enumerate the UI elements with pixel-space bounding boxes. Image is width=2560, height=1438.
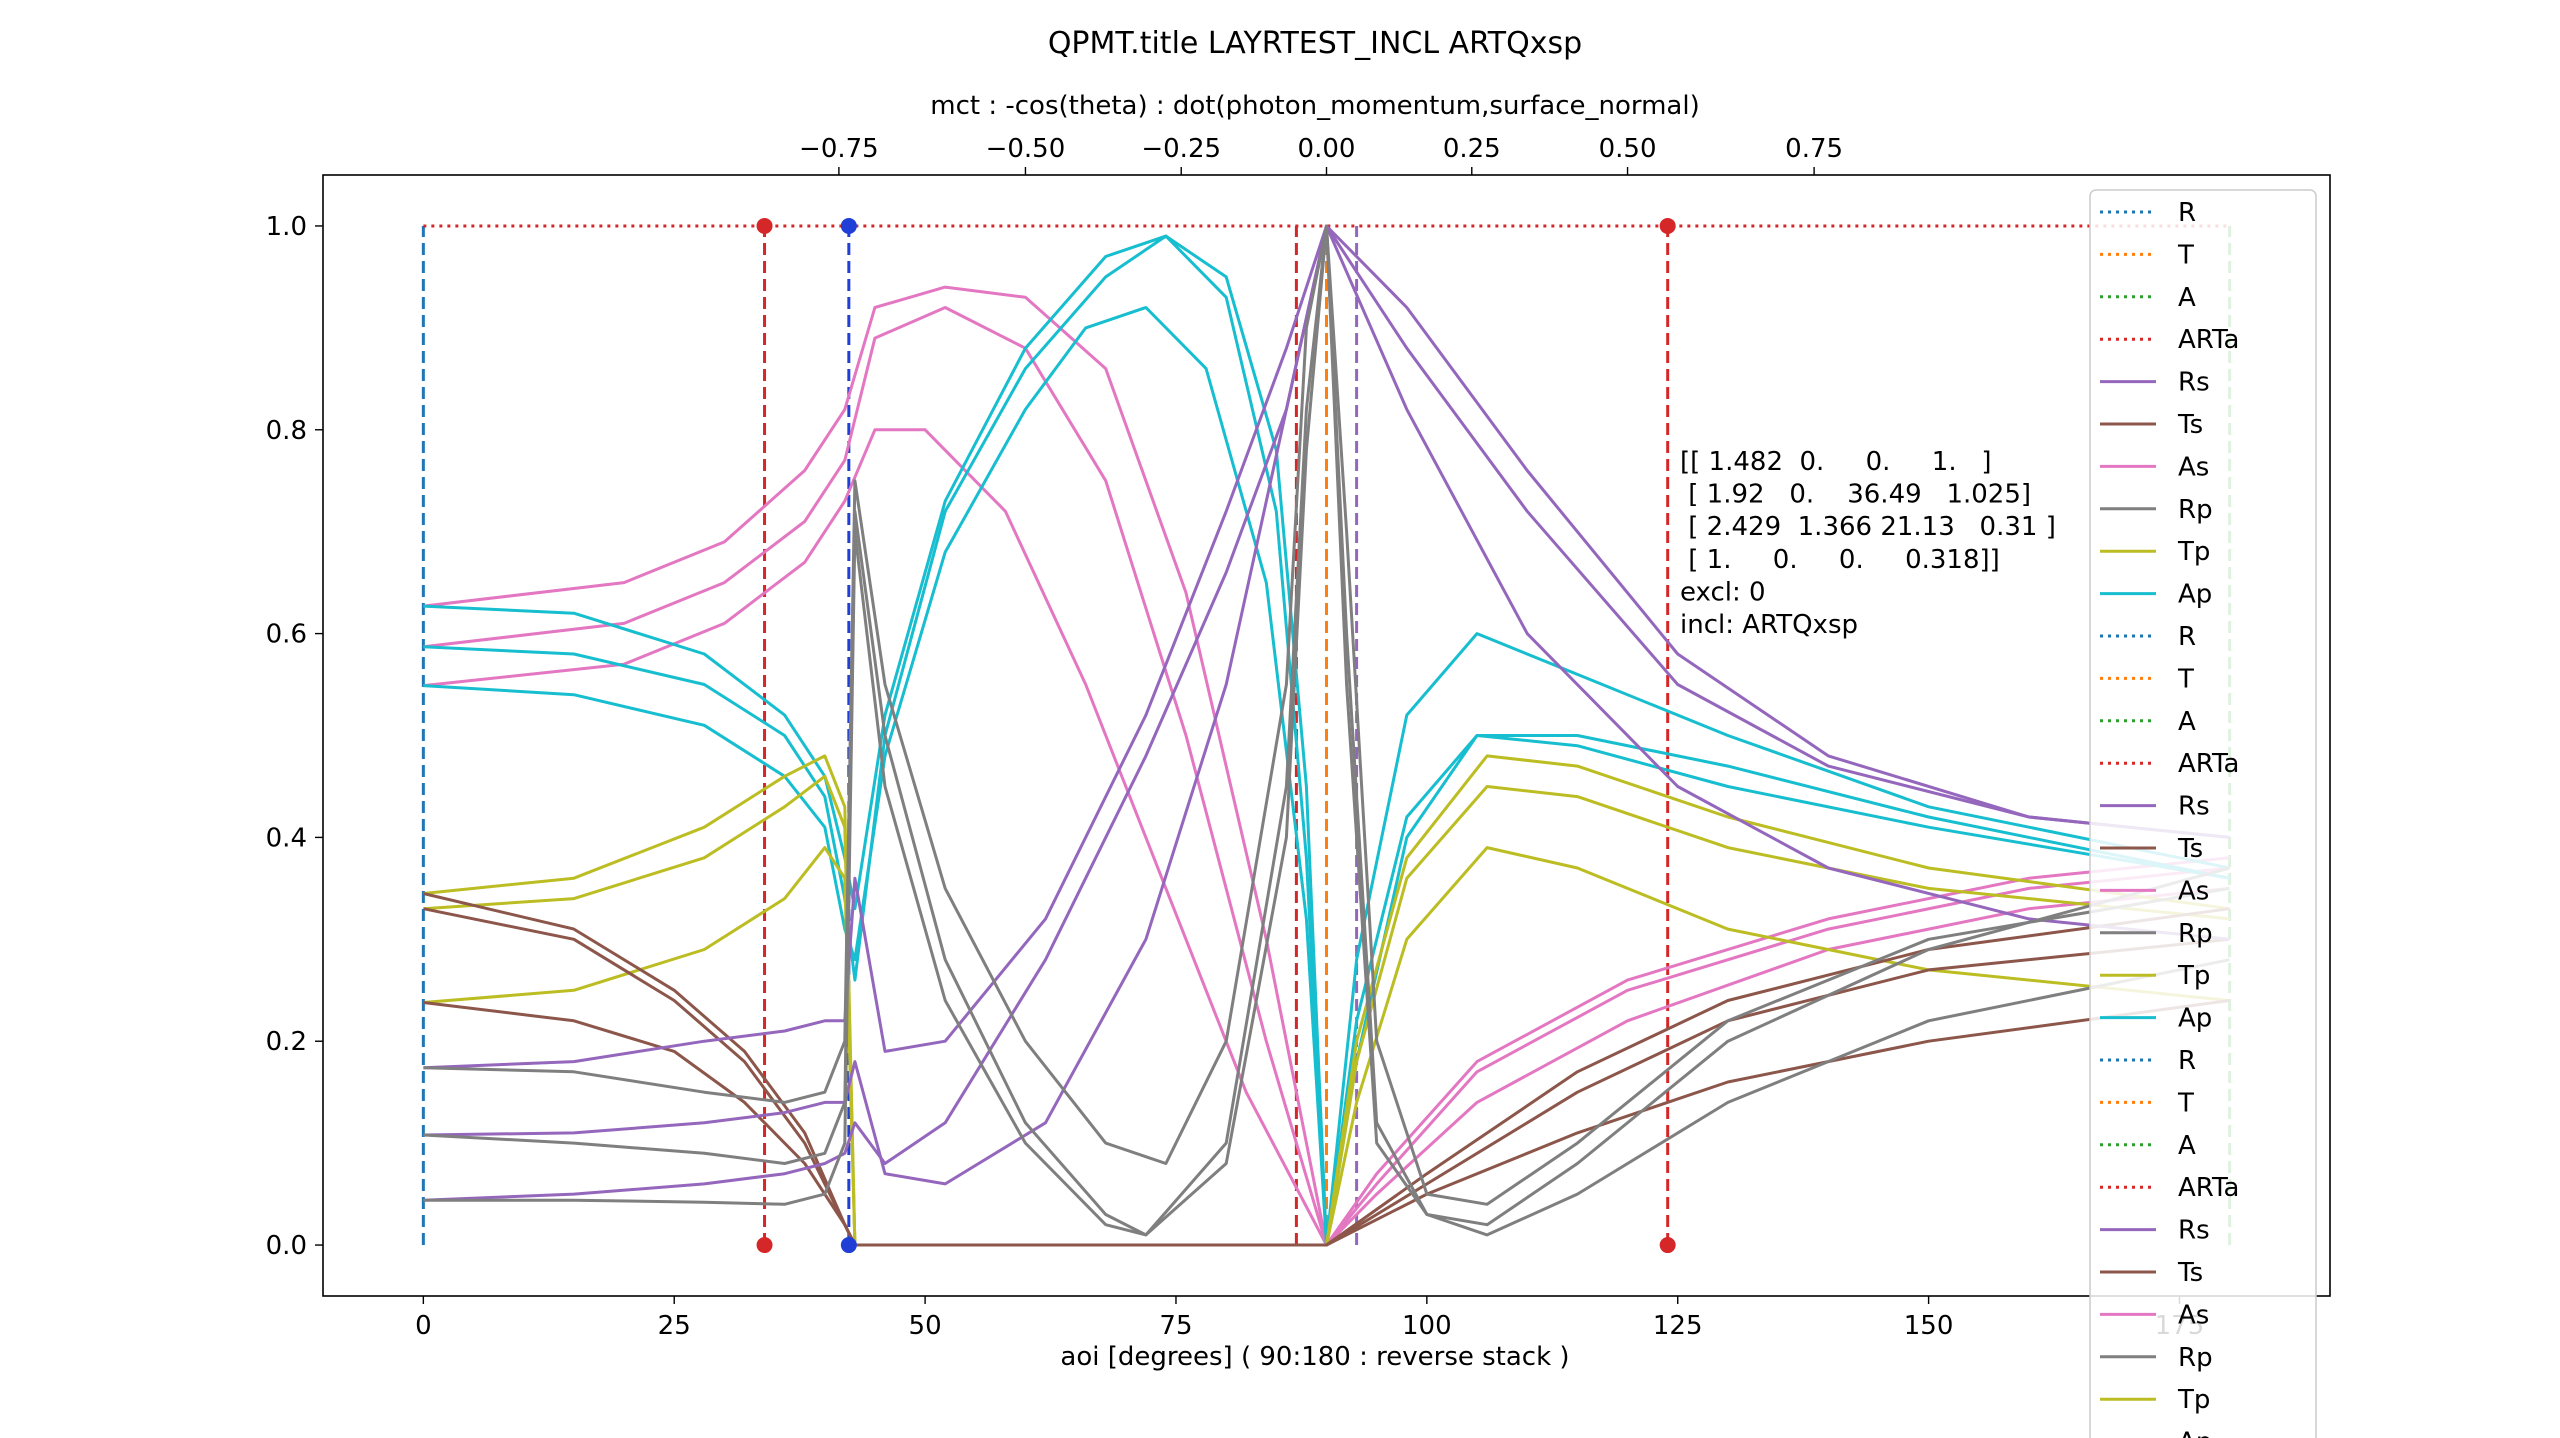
series-group — [421, 224, 2232, 1247]
x-tick-label: 25 — [658, 1311, 691, 1341]
annotation-line: [ 1.92 0. 36.49 1.025] — [1680, 480, 2031, 510]
vertical-marker-dot — [1659, 1237, 1676, 1254]
series-line — [423, 234, 2230, 1247]
vertical-marker-dot — [840, 1237, 857, 1254]
legend-label: As — [2178, 1300, 2209, 1330]
legend-label: Rp — [2178, 495, 2213, 525]
legend-label: Ts — [2177, 834, 2203, 864]
annotation-line: [ 2.429 1.366 21.13 0.31 ] — [1680, 512, 2056, 542]
legend-label: A — [2178, 1131, 2196, 1161]
y-tick-label: 0.6 — [266, 620, 307, 650]
vertical-marker-dot — [1659, 217, 1676, 234]
series-line — [423, 224, 2230, 1237]
annotation-line: [ 1. 0. 0. 0.318]] — [1680, 545, 2000, 575]
x-tick-label: 75 — [1159, 1311, 1192, 1341]
x-tick-label: 100 — [1402, 1311, 1452, 1341]
series-line — [423, 285, 2230, 1247]
legend-label: A — [2178, 707, 2196, 737]
series-line — [423, 306, 2230, 1247]
legend-label: Rp — [2178, 1343, 2213, 1373]
legend-label: ARTa — [2178, 325, 2239, 355]
legend-label: Rs — [2178, 368, 2210, 398]
series-line — [423, 224, 2230, 1202]
y-tick-label: 0.8 — [266, 416, 307, 446]
legend-label: T — [2177, 1088, 2194, 1118]
y-tick-label: 0.4 — [266, 823, 307, 853]
y-tick-label: 0.2 — [266, 1027, 307, 1057]
legend-box — [2089, 189, 2317, 1438]
top-axis-label: mct : -cos(theta) : dot(photon_momentum,… — [930, 91, 1699, 121]
plot-area: 02550751001251501750.00.20.40.60.81.0−0.… — [266, 134, 2331, 1341]
legend-label: Ts — [2177, 410, 2203, 440]
legend-label: Rp — [2178, 919, 2213, 949]
legend-label: Ts — [2177, 1258, 2203, 1288]
legend-label: As — [2178, 876, 2209, 906]
series-line — [423, 306, 2230, 1247]
top-tick-label: 0.50 — [1599, 134, 1657, 164]
legend-label: Ap — [2178, 580, 2212, 610]
series-line — [423, 224, 2230, 1237]
top-tick-label: −0.75 — [799, 134, 879, 164]
series-line — [423, 224, 2230, 1206]
series-line — [423, 224, 2230, 1070]
x-tick-label: 150 — [1904, 1311, 1954, 1341]
legend-label: ARTa — [2178, 1173, 2239, 1203]
top-tick-label: −0.25 — [1141, 134, 1221, 164]
series-line — [423, 428, 2230, 1247]
legend-label: T — [2177, 664, 2194, 694]
legend-label: As — [2178, 452, 2209, 482]
legend-label: T — [2177, 240, 2194, 270]
annotation-line: incl: ARTQxsp — [1680, 610, 1858, 640]
x-axis-label: aoi [degrees] ( 90:180 : reverse stack ) — [1060, 1342, 1569, 1372]
legend-label: Ap — [2178, 1004, 2212, 1034]
top-tick-label: 0.25 — [1443, 134, 1501, 164]
top-tick-label: −0.50 — [986, 134, 1066, 164]
vertical-marker-dot — [756, 1237, 773, 1254]
y-tick-label: 1.0 — [266, 212, 307, 242]
x-tick-label: 125 — [1653, 1311, 1703, 1341]
legend-label: Tp — [2177, 1385, 2210, 1415]
y-tick-label: 0.0 — [266, 1231, 307, 1261]
legend-label: R — [2178, 1046, 2196, 1076]
legend-label: ARTa — [2178, 749, 2239, 779]
vertical-marker-dot — [840, 217, 857, 234]
vertical-marker-dot — [756, 217, 773, 234]
annotation-line: excl: 0 — [1680, 577, 1766, 607]
x-tick-label: 50 — [909, 1311, 942, 1341]
legend-label: Tp — [2177, 537, 2210, 567]
legend-label: Rs — [2178, 792, 2210, 822]
legend-label: Rs — [2178, 1216, 2210, 1246]
top-tick-label: 0.75 — [1785, 134, 1843, 164]
top-tick-label: 0.00 — [1298, 134, 1356, 164]
chart-title: QPMT.title LAYRTEST_INCL ARTQxsp — [1048, 26, 1582, 61]
x-tick-label: 0 — [415, 1311, 432, 1341]
legend: RTAARTaRsTsAsRpTpApRTAARTaRsTsAsRpTpApRT… — [2089, 189, 2317, 1438]
legend-label: R — [2178, 622, 2196, 652]
legend-label: Ap — [2178, 1428, 2212, 1438]
legend-label: R — [2178, 198, 2196, 228]
legend-label: Tp — [2177, 961, 2210, 991]
matrix-annotation: [[ 1.482 0. 0. 1. ] [ 1.92 0. 36.49 1.02… — [1680, 447, 2056, 640]
annotation-line: [[ 1.482 0. 0. 1. ] — [1680, 447, 1992, 477]
series-line — [423, 224, 2230, 1186]
legend-label: A — [2178, 283, 2196, 313]
